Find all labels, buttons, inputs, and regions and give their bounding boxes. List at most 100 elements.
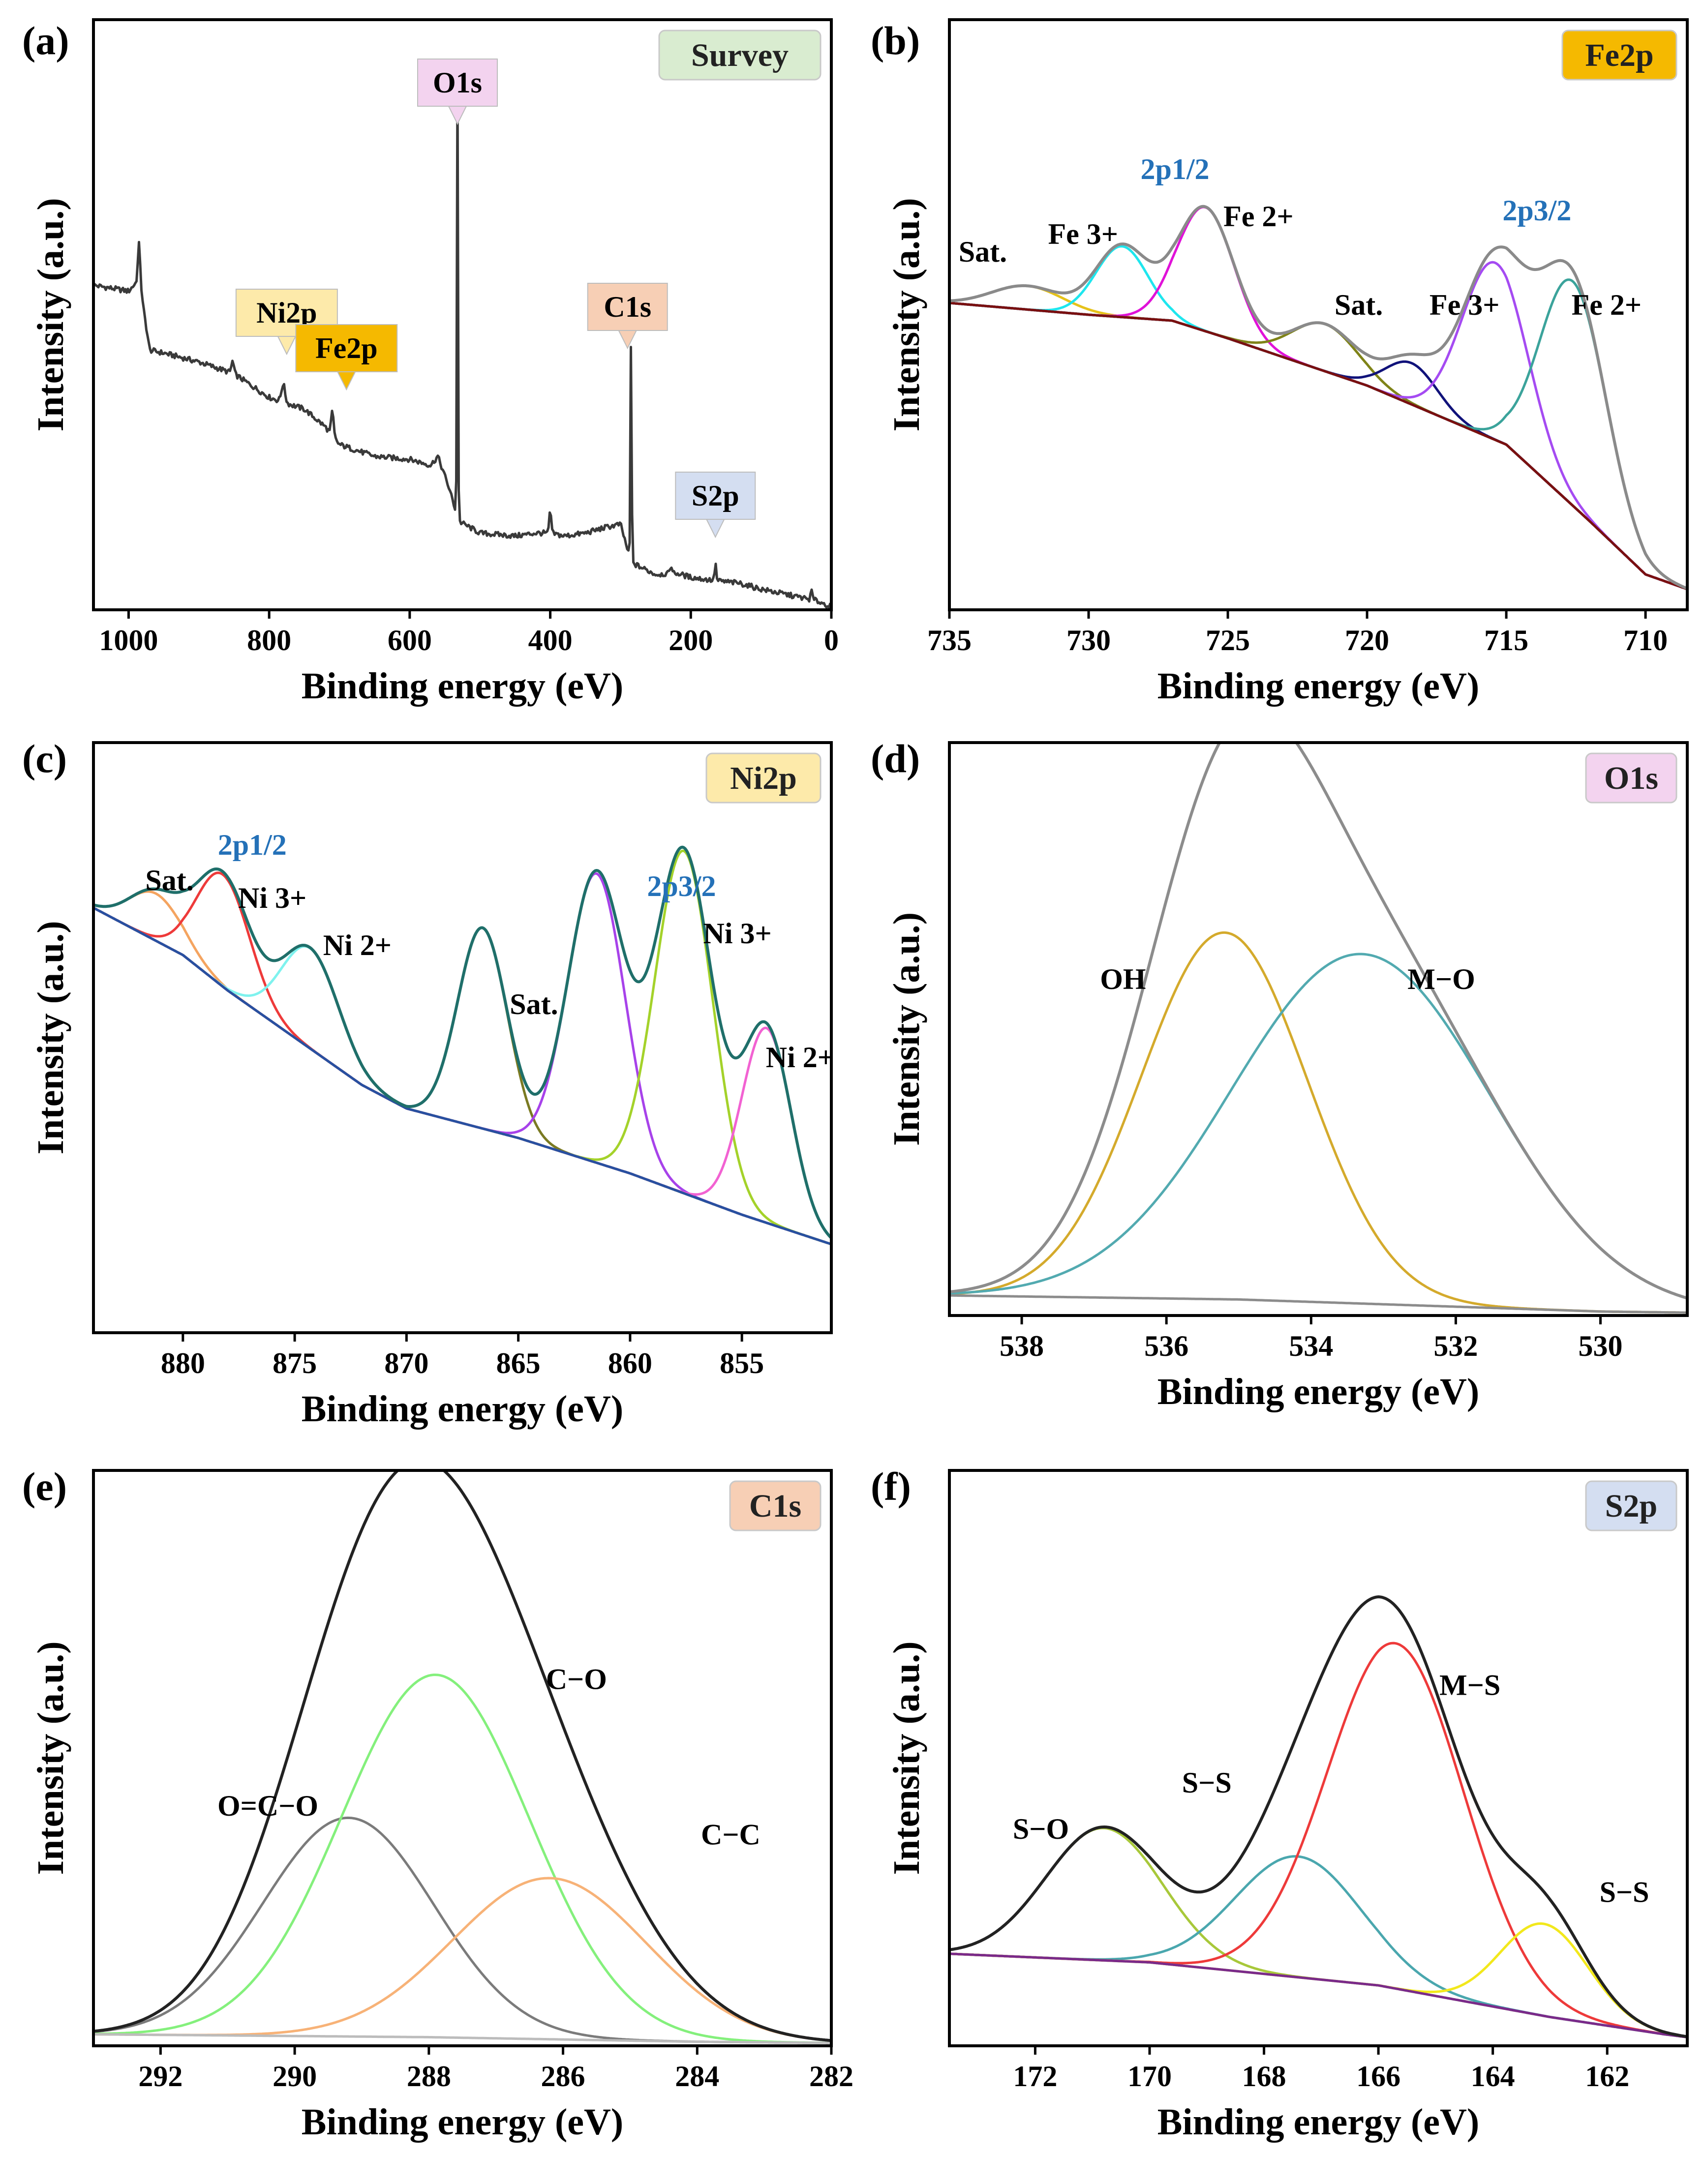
callout-box (295, 324, 398, 372)
peak-annotation: Ni 3+ (703, 917, 771, 950)
x-tick-label: 735 (927, 624, 972, 657)
x-tick-label: 870 (384, 1347, 428, 1379)
x-tick-label: 292 (138, 2060, 183, 2093)
panel-b: 735 730 725 720 715 710 Binding energy (eV) Int… (871, 18, 1689, 707)
y-axis-title: Intensity (a.u.) (886, 198, 927, 431)
panel-label: (e) (22, 1464, 67, 1509)
plot-frame (92, 18, 833, 611)
x-axis-title: Binding energy (eV) (302, 665, 623, 707)
peak-annotation: Fe 2+ (1223, 200, 1293, 233)
peak-annotation: Sat. (145, 864, 193, 897)
peak-annotation: OH (1100, 963, 1146, 995)
callout-box (587, 283, 668, 331)
component-3-line (93, 1877, 831, 2042)
y-axis-title: Intensity (a.u.) (886, 912, 927, 1146)
x-axis-title: Binding energy (eV) (1157, 2101, 1479, 2143)
x-tick-label: 166 (1356, 2060, 1400, 2093)
peak-annotation: O=C−O (217, 1790, 318, 1822)
x-tick-label: 530 (1579, 1330, 1623, 1362)
envelope-line (949, 743, 1687, 1300)
panel-a: 1000 800 600 400 200 0 Binding energy (eV) Inte… (22, 18, 839, 707)
x-tick-label: 534 (1289, 1330, 1333, 1362)
component-5-line (949, 301, 1687, 591)
peak-annotation: Sat. (510, 988, 558, 1020)
x-tick-label: 865 (496, 1347, 541, 1379)
callout-box (675, 472, 756, 520)
x-tick-label: 600 (388, 624, 432, 657)
peak-annotation: Ni 2+ (766, 1041, 834, 1074)
callout-label: S2p (692, 479, 739, 512)
peak-annotation: 2p3/2 (1502, 194, 1571, 227)
component-6-line (93, 849, 831, 1246)
x-tick-label: 725 (1206, 624, 1250, 657)
peak-annotation: M−S (1439, 1669, 1500, 1701)
callout-label: C1s (604, 291, 651, 323)
x-tick-label: 170 (1127, 2060, 1172, 2093)
peak-annotation: S−S (1600, 1876, 1649, 1909)
panel-label: (a) (22, 18, 69, 63)
y-axis-title: Intensity (a.u.) (30, 921, 71, 1154)
y-axis-title: Intensity (a.u.) (886, 1641, 927, 1875)
badge-box (705, 752, 822, 804)
callout-label: Fe2p (315, 332, 378, 364)
panel-label: (b) (871, 18, 920, 63)
badge-box (1585, 752, 1677, 804)
background-line (949, 1952, 1687, 2038)
x-tick-label: 290 (273, 2060, 317, 2093)
plot-area (93, 1470, 831, 2044)
envelope-line (949, 1595, 1687, 2038)
x-tick-label: 164 (1471, 2060, 1515, 2093)
peak-annotation: Fe 2+ (1572, 289, 1642, 321)
callout-pointer (448, 106, 467, 125)
background-line (949, 1294, 1687, 1314)
badge-label: C1s (749, 1488, 801, 1524)
peak-annotation: S−S (1182, 1766, 1232, 1799)
x-tick-label: 875 (273, 1347, 317, 1379)
panel-f: 172 170 168 166 164 162 Binding energy (eV) Int… (871, 1464, 1689, 2143)
plot-frame (948, 741, 1689, 1317)
peak-annotation: Ni 2+ (323, 929, 392, 961)
peak-annotation: S−O (1013, 1813, 1069, 1845)
x-tick-label: 855 (720, 1347, 764, 1379)
background-line (93, 906, 831, 1246)
plot-area (949, 205, 1687, 591)
survey-spectrum-line (93, 78, 831, 609)
x-tick-label: 720 (1345, 624, 1389, 657)
callout-label: Ni2p (256, 297, 317, 329)
callout-label: O1s (433, 66, 482, 99)
x-axis-title: Binding energy (eV) (1157, 1371, 1479, 1412)
y-axis-title: Intensity (a.u.) (30, 198, 71, 431)
plot-frame (948, 18, 1689, 611)
peak-annotation: M−O (1407, 963, 1475, 995)
x-tick-label: 282 (809, 2060, 853, 2093)
x-tick-label: 800 (247, 624, 291, 657)
background-line (949, 301, 1687, 591)
peak-annotation: 2p1/2 (218, 829, 287, 861)
component-3-line (93, 906, 831, 1246)
x-tick-label: 536 (1144, 1330, 1188, 1362)
envelope-line (93, 1470, 831, 2042)
x-tick-label: 286 (541, 2060, 585, 2093)
x-tick-label: 400 (528, 624, 573, 657)
x-tick-label: 172 (1013, 2060, 1057, 2093)
badge-label: O1s (1604, 760, 1658, 796)
x-tick-label: 730 (1066, 624, 1111, 657)
component-1-line (949, 284, 1687, 591)
callout-pointer (277, 336, 297, 356)
peak-annotation: Sat. (1335, 289, 1383, 321)
y-axis-title: Intensity (a.u.) (30, 1641, 71, 1875)
badge-label: S2p (1605, 1488, 1657, 1524)
plot-area (949, 1595, 1687, 2038)
peak-annotation: Fe 3+ (1430, 289, 1499, 321)
badge-label: Survey (691, 37, 789, 73)
x-tick-label: 162 (1585, 2060, 1629, 2093)
x-tick-label: 880 (161, 1347, 205, 1379)
x-tick-label: 710 (1623, 624, 1668, 657)
x-tick-label: 538 (1000, 1330, 1044, 1362)
x-tick-label: 532 (1433, 1330, 1478, 1362)
x-tick-label: 860 (608, 1347, 652, 1379)
x-tick-label: 1000 (99, 624, 158, 657)
background-line (93, 2033, 831, 2044)
peak-annotation: C−O (546, 1663, 607, 1696)
